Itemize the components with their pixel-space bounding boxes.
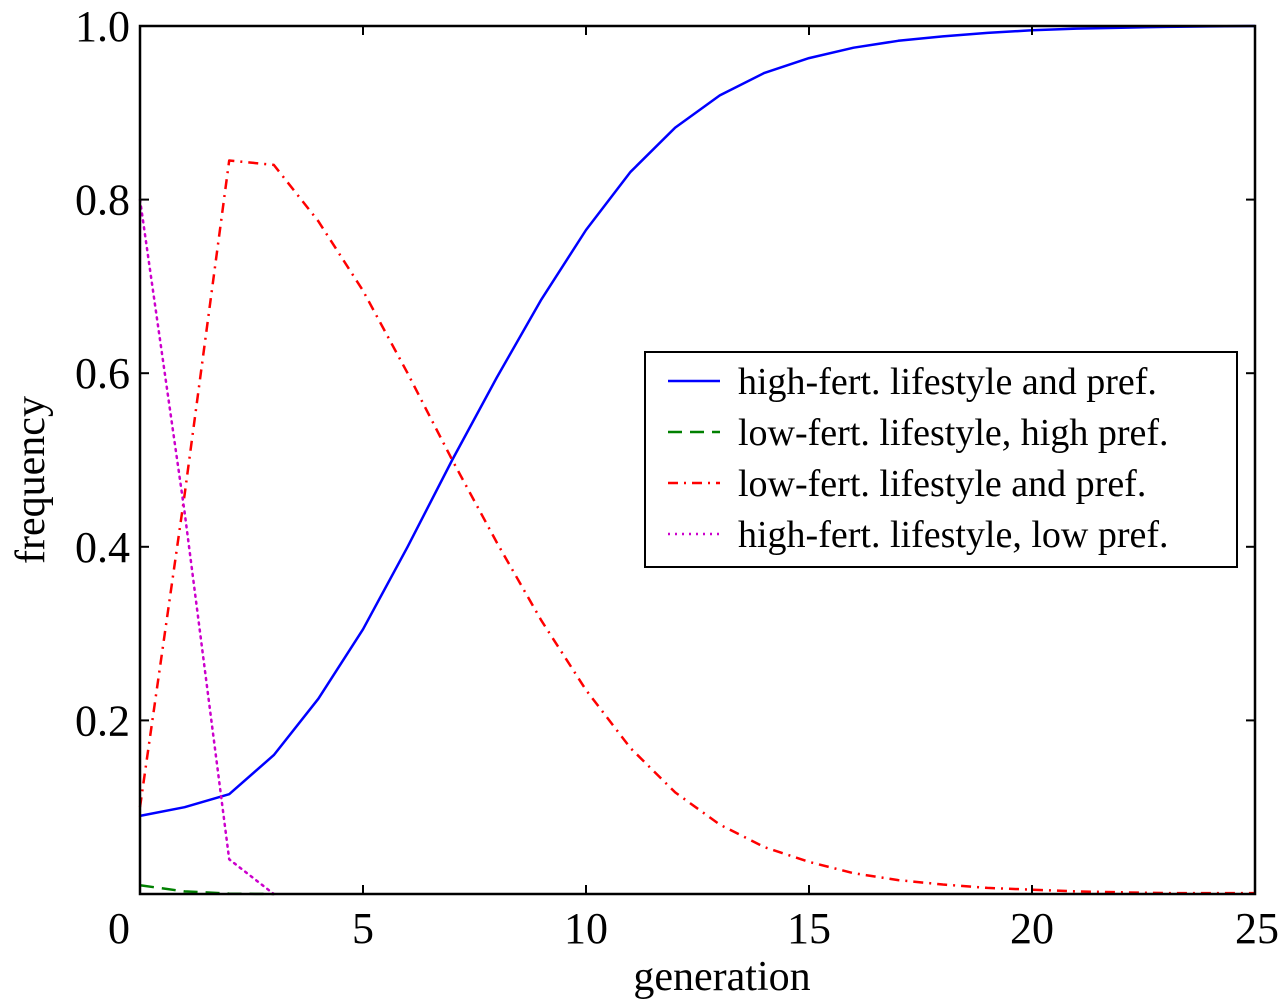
- legend-label-2: low-fert. lifestyle, high pref.: [738, 412, 1169, 454]
- legend-items: high-fert. lifestyle and pref. low-fert. …: [668, 361, 1169, 556]
- plot-frame: [138, 24, 1257, 896]
- y-axis-label: frequency: [8, 396, 54, 564]
- x-tick-label: 10: [564, 904, 608, 953]
- legend-label-4: high-fert. lifestyle, low pref.: [738, 514, 1169, 556]
- legend-box: [644, 351, 1238, 568]
- x-tick-label: 5: [352, 904, 374, 953]
- ticks-layer: 0 5 10 15 20 25 0.2 0.4 0.6 0.8 1.0: [75, 2, 1279, 953]
- y-tick-label: 0.6: [75, 349, 130, 398]
- series-line-3: [138, 159, 1255, 895]
- series-line-4: [138, 198, 276, 896]
- legend-label-3: low-fert. lifestyle and pref.: [738, 463, 1146, 505]
- x-axis-label: generation: [633, 954, 810, 1000]
- y-tick-label: 1.0: [75, 2, 130, 51]
- series-line-2: [139, 884, 274, 896]
- y-tick-label: 0.2: [75, 696, 130, 745]
- y-tick-label: 0.4: [75, 523, 130, 572]
- series-line-1: [139, 24, 1256, 818]
- legend-label-1: high-fert. lifestyle and pref.: [738, 361, 1157, 403]
- x-tick-label: 25: [1235, 904, 1279, 953]
- y-tick-label: 0.8: [75, 176, 130, 225]
- x-tick-label: 15: [787, 904, 831, 953]
- legend: high-fert. lifestyle and pref. low-fert. …: [644, 351, 1238, 568]
- x-tick-label: 0: [108, 904, 130, 953]
- x-tick-label: 20: [1010, 904, 1054, 953]
